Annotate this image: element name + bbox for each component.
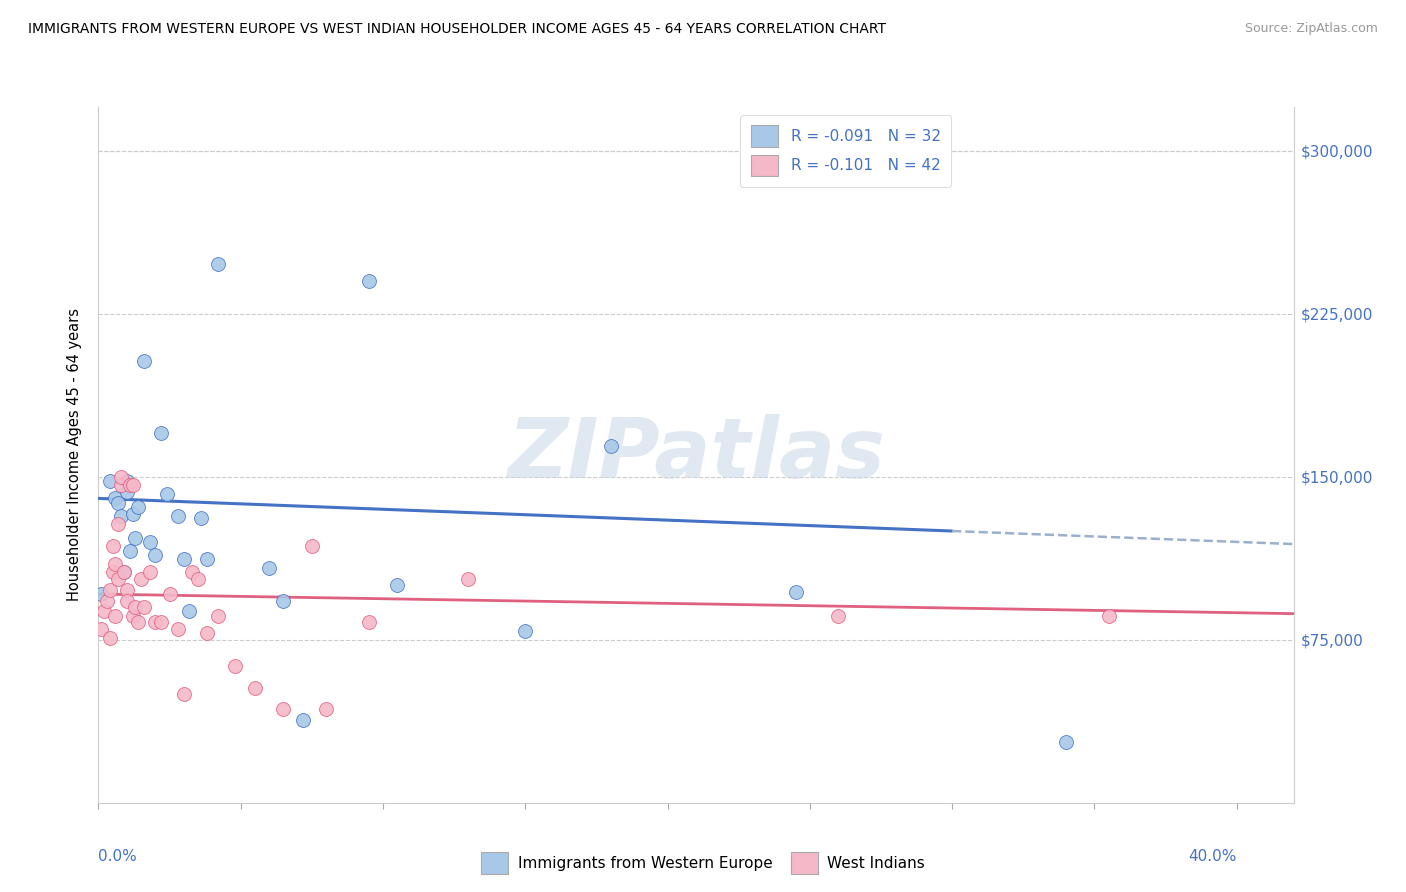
Y-axis label: Householder Income Ages 45 - 64 years: Householder Income Ages 45 - 64 years [67,309,83,601]
Point [273,702,295,716]
Point [599,439,621,453]
Point [785,585,807,599]
Point [357,274,380,288]
Point [315,702,337,716]
Point [93,605,115,619]
Point [195,552,218,566]
Point [121,608,143,623]
Point [118,543,141,558]
Point [107,496,129,510]
Point [167,508,190,523]
Point [243,681,266,695]
Point [1054,735,1077,749]
Point [129,572,152,586]
Point [1097,608,1119,623]
Point [132,600,155,615]
Point [150,615,173,630]
Point [121,478,143,492]
Point [115,593,138,607]
Point [207,257,229,271]
Point [110,469,132,483]
Point [104,557,127,571]
Point [156,487,179,501]
Point [98,474,121,488]
Point [150,426,173,441]
Text: 40.0%: 40.0% [1188,849,1237,863]
Point [138,566,160,580]
Point [107,517,129,532]
Point [118,478,141,492]
Point [187,572,209,586]
Point [132,354,155,368]
Point [827,608,849,623]
Point [292,713,315,727]
Point [173,687,195,701]
Point [104,608,127,623]
Point [112,566,135,580]
Point [107,572,129,586]
Point [101,566,124,580]
Point [224,658,246,673]
Legend: R = -0.091   N = 32, R = -0.101   N = 42: R = -0.091 N = 32, R = -0.101 N = 42 [740,115,952,187]
Point [179,605,201,619]
Point [90,587,112,601]
Point [98,582,121,597]
Point [112,566,135,580]
Point [190,511,212,525]
Point [127,615,149,630]
Point [195,626,218,640]
Text: Source: ZipAtlas.com: Source: ZipAtlas.com [1244,22,1378,36]
Point [96,593,118,607]
Point [124,600,146,615]
Point [98,631,121,645]
Point [110,478,132,492]
Point [104,491,127,506]
Point [515,624,537,638]
Point [385,578,409,592]
Point [90,622,112,636]
Point [207,608,229,623]
Point [273,593,295,607]
Point [173,552,195,566]
Point [143,548,166,562]
Point [124,531,146,545]
Point [159,587,181,601]
Point [115,484,138,499]
Point [457,572,479,586]
Point [127,500,149,514]
Point [143,615,166,630]
Point [257,561,280,575]
Point [138,535,160,549]
Point [181,566,204,580]
Point [115,582,138,597]
Point [101,539,124,553]
Text: ZIPatlas: ZIPatlas [508,415,884,495]
Text: IMMIGRANTS FROM WESTERN EUROPE VS WEST INDIAN HOUSEHOLDER INCOME AGES 45 - 64 YE: IMMIGRANTS FROM WESTERN EUROPE VS WEST I… [28,22,886,37]
Point [121,507,143,521]
Point [110,508,132,523]
Text: 0.0%: 0.0% [98,849,138,863]
Point [115,474,138,488]
Legend: Immigrants from Western Europe, West Indians: Immigrants from Western Europe, West Ind… [475,846,931,880]
Point [167,622,190,636]
Point [357,615,380,630]
Point [301,539,323,553]
